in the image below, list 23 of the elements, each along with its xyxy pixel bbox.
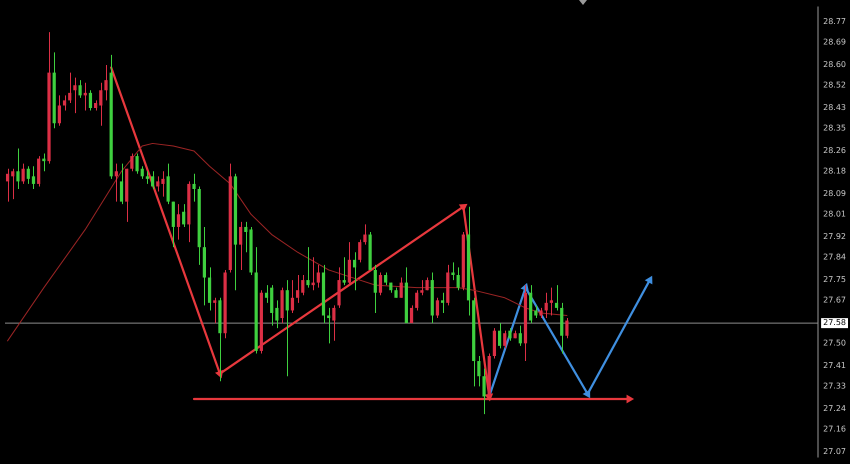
y-tick-label: 28.43: [823, 103, 846, 112]
y-tick-label: 27.41: [823, 361, 846, 370]
y-tick-label: 27.07: [823, 447, 846, 456]
y-tick-label: 27.92: [823, 232, 846, 242]
y-tick-label: 28.09: [823, 189, 846, 198]
y-tick-label: 28.26: [823, 146, 846, 156]
y-tick-label: 27.24: [823, 404, 846, 414]
y-tick-label: 27.50: [823, 338, 846, 348]
y-tick-label: 28.52: [823, 80, 846, 90]
y-tick-label: 28.01: [823, 209, 846, 218]
point: [644, 276, 652, 284]
y-tick-label: 28.35: [823, 123, 846, 132]
y-tick-label: 27.16: [823, 424, 846, 434]
y-tick-label: 28.18: [823, 166, 846, 176]
y-tick-label: 28.69: [823, 37, 846, 46]
y-tick-label: 27.84: [823, 252, 846, 262]
y-tick-label: 27.67: [823, 295, 846, 304]
point: [582, 390, 590, 398]
y-tick-label: 27.33: [823, 381, 846, 390]
y-tick-label: 27.75: [823, 275, 846, 284]
ref-line-label: 27.58: [823, 318, 846, 328]
y-tick-label: 28.60: [823, 60, 846, 70]
y-tick-label: 28.77: [823, 17, 846, 26]
